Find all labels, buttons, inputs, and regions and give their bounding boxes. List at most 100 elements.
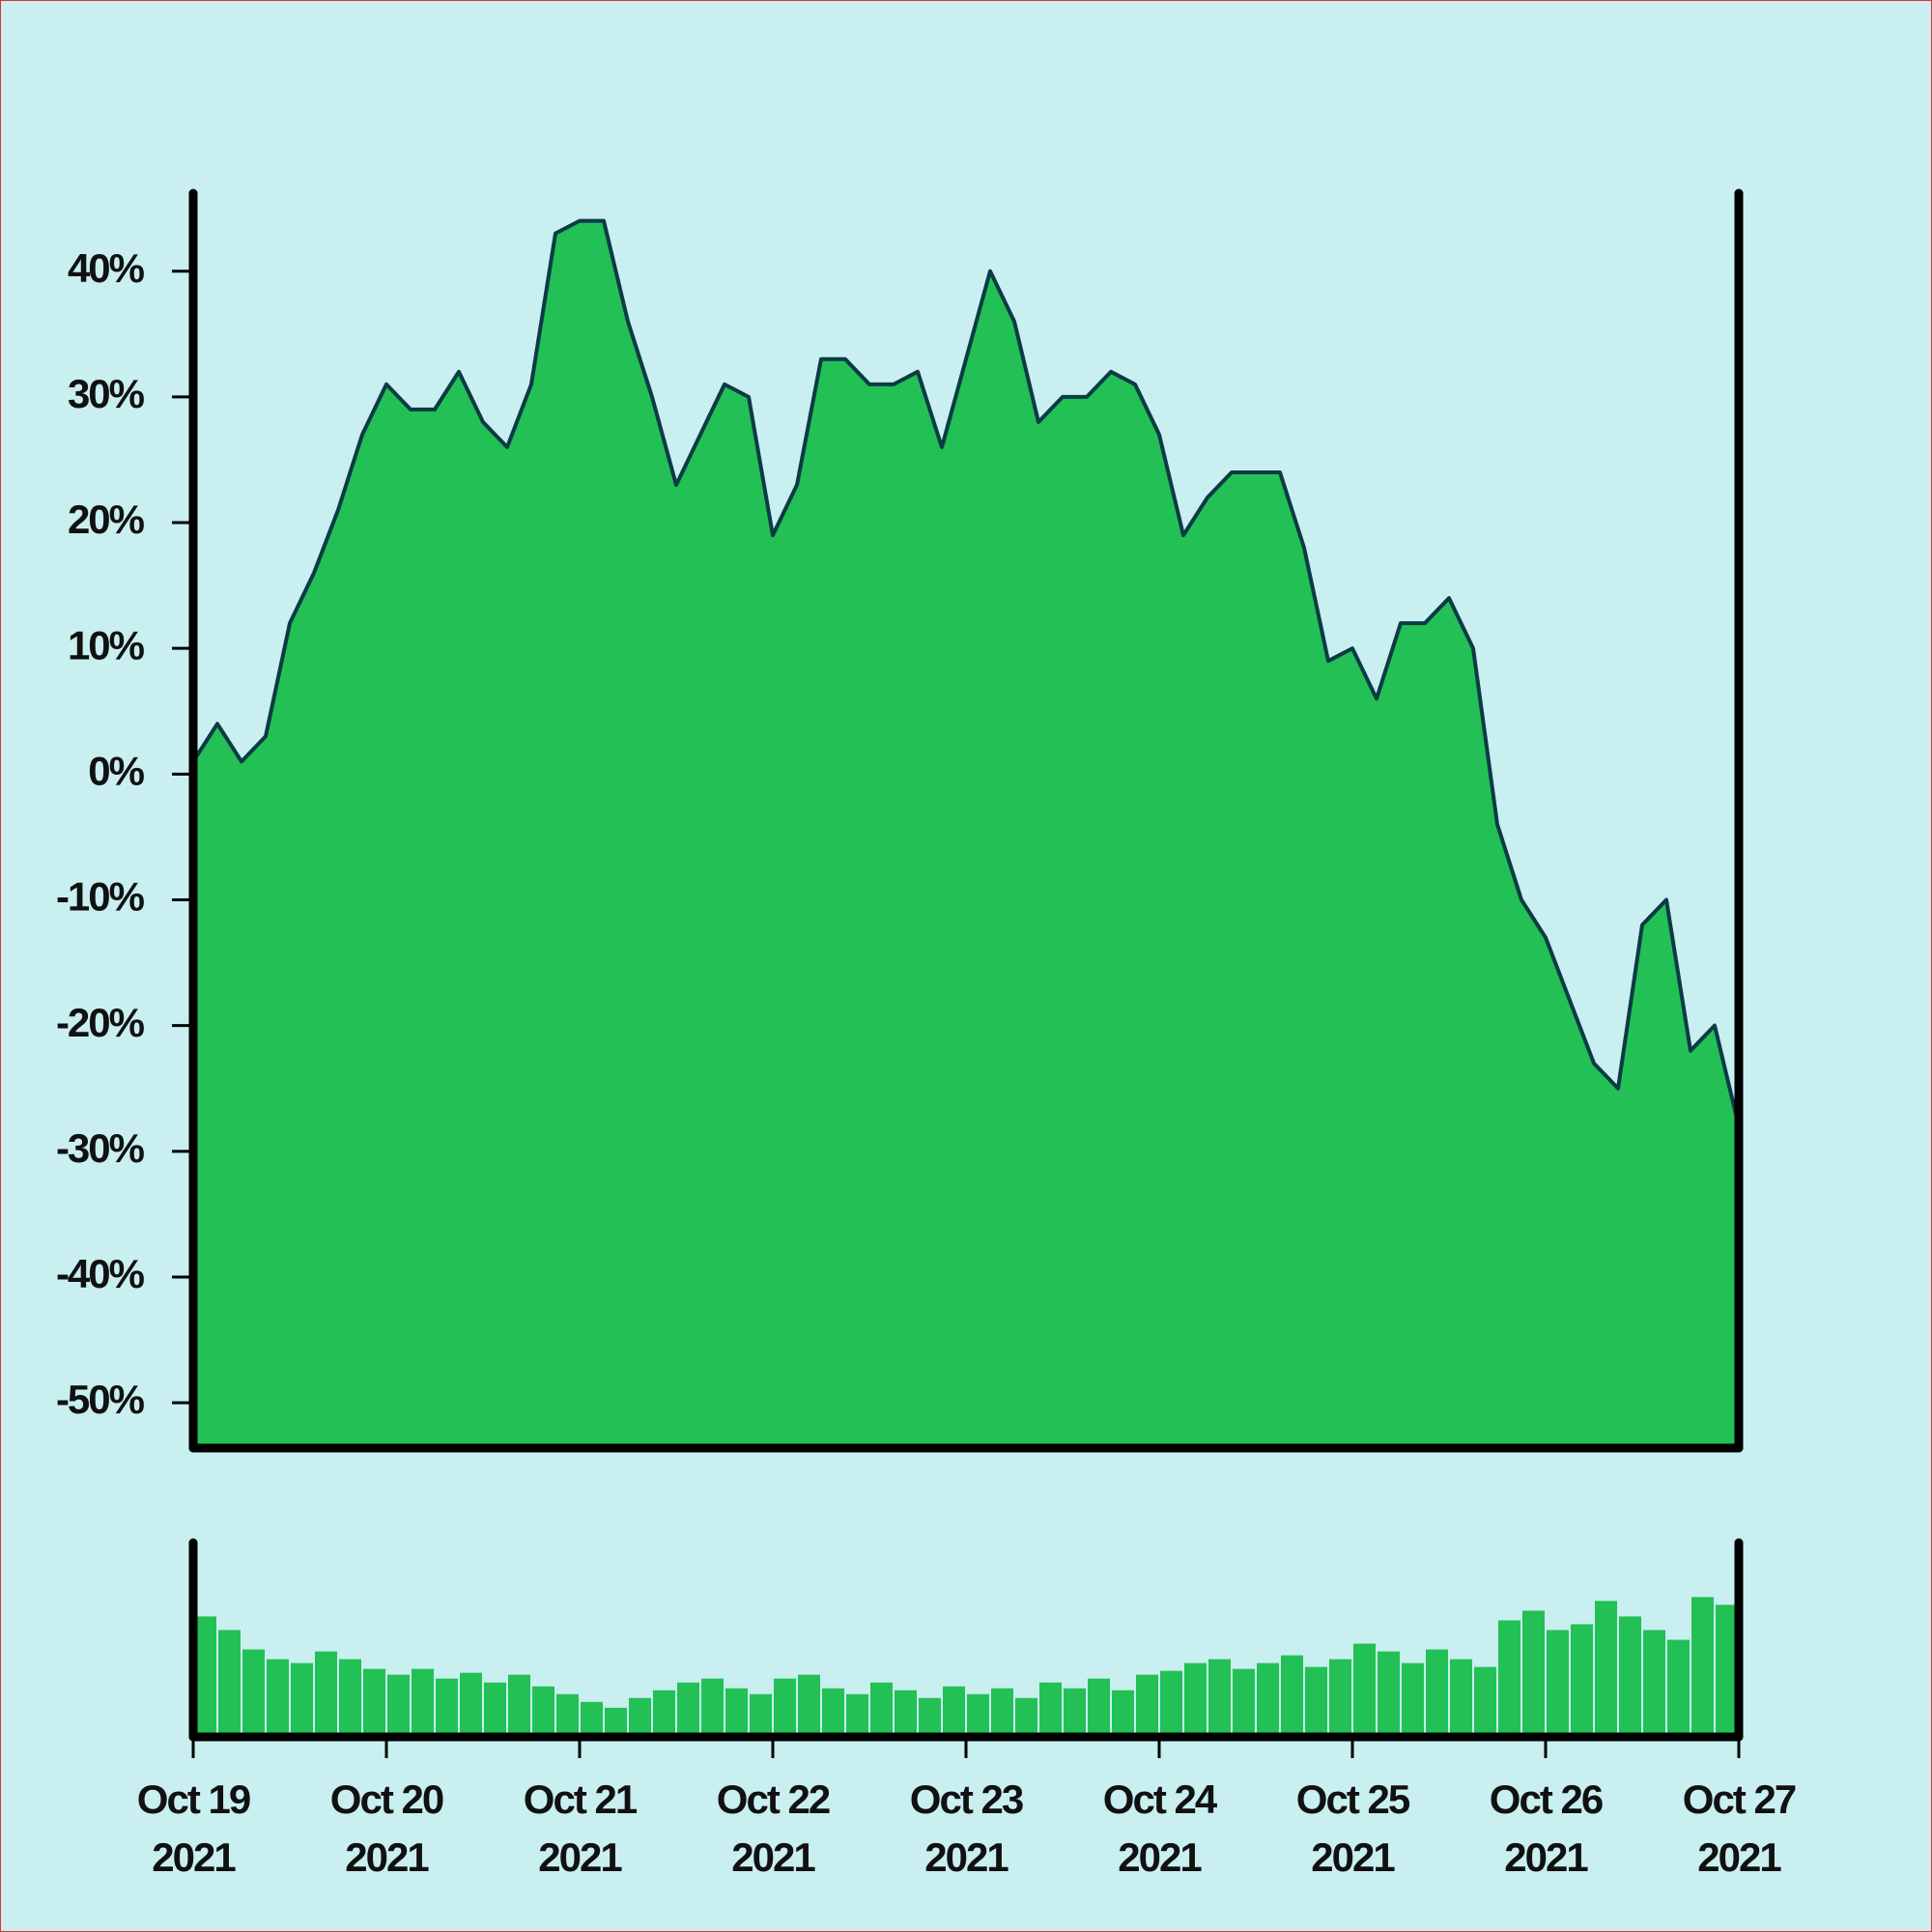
volume-bar [436,1678,458,1737]
volume-bar [846,1693,868,1737]
volume-bar [218,1630,241,1737]
volume-bar [1426,1649,1448,1737]
volume-bar [1547,1630,1569,1737]
x-tick-label-line: Oct 22 [717,1776,830,1822]
x-tick-label: Oct 21 2021 [524,1776,638,1880]
x-tick-label-line: Oct 20 [330,1776,443,1822]
x-tick-label: Oct 23 2021 [910,1776,1023,1880]
x-tick-label: Oct 27 2021 [1683,1776,1796,1880]
volume-bar [1305,1666,1327,1737]
x-tick-label-line: Oct 19 [137,1776,250,1822]
volume-bar [1571,1624,1593,1737]
x-tick-label-line: Oct 23 [910,1776,1023,1822]
volume-bar [1450,1659,1472,1737]
volume-bar [1088,1678,1110,1737]
x-tick-label: Oct 24 2021 [1103,1776,1218,1880]
y-tick-label: 40% [68,245,145,291]
x-tick-label-line: 2021 [538,1834,622,1880]
y-tick-label: -20% [56,1000,145,1045]
volume-bar [1595,1601,1617,1737]
volume-bar [1039,1682,1062,1737]
volume-bar [1643,1630,1665,1737]
volume-bar [363,1668,385,1737]
x-tick-label-line: 2021 [1118,1834,1202,1880]
y-tick-label: 30% [68,371,145,416]
y-tick-label: -30% [56,1125,145,1171]
volume-bar [1522,1610,1545,1737]
volume-bar [1136,1674,1158,1737]
volume-bar [991,1688,1013,1737]
x-tick-label-line: 2021 [152,1834,236,1880]
x-tick-label-line: Oct 27 [1683,1776,1796,1822]
x-tick-label-line: Oct 21 [524,1776,638,1822]
y-tick-label: -40% [56,1251,145,1296]
x-tick-label: Oct 25 2021 [1296,1776,1410,1880]
volume-bar [774,1678,796,1737]
volume-bar [460,1672,482,1737]
x-tick-label-line: 2021 [1697,1834,1781,1880]
volume-bar [1716,1605,1738,1737]
volume-bar [556,1693,579,1737]
volume-bar [484,1682,506,1737]
x-tick-label: Oct 19 2021 [137,1776,250,1880]
y-tick-label: 20% [68,497,145,542]
volume-bar [1233,1668,1255,1737]
x-tick-label-line: 2021 [345,1834,429,1880]
x-tick-label: Oct 22 2021 [717,1776,830,1880]
volume-bar [387,1674,410,1737]
volume-bar [508,1674,530,1737]
y-tick-label: -50% [56,1377,145,1422]
volume-bar [339,1659,361,1737]
volume-bar [291,1662,313,1737]
x-tick-label-line: 2021 [1504,1834,1588,1880]
line [191,218,1741,1127]
volume-bar [967,1693,989,1737]
volume-bar [1329,1659,1351,1737]
x-tick-label: Oct 20 2021 [330,1776,443,1880]
volume-bar [1474,1666,1496,1737]
volume-bar [725,1688,748,1737]
x-tick-label-line: 2021 [1311,1834,1395,1880]
volume-bar [412,1668,434,1737]
x-tick-label-line: Oct 26 [1490,1776,1603,1822]
volume-bar [1064,1688,1086,1737]
volume-bar [1619,1616,1641,1737]
volume-bar [1281,1655,1303,1737]
x-tick-label-line: 2021 [731,1834,815,1880]
volume-bar [581,1701,603,1737]
volume-bar [750,1693,772,1737]
x-tick-label-line: Oct 24 [1103,1776,1218,1822]
volume-bar [605,1707,627,1737]
volume-bar [1112,1690,1134,1737]
volume-bar [1378,1651,1400,1737]
x-tick-label-line: Oct 25 [1296,1776,1410,1822]
volume-bar [1184,1662,1207,1737]
y-tick-label: 0% [88,748,144,793]
volume-bar [943,1686,965,1737]
y-tick-label: -10% [56,874,145,920]
volume-bar [194,1616,216,1737]
volume-bar [919,1697,941,1737]
volume-bar [895,1690,917,1737]
volume-bar [1402,1662,1424,1737]
volume-bar [1691,1597,1714,1737]
volume-bar [629,1697,651,1737]
volume-bar [267,1659,289,1737]
volume-bar [653,1690,675,1737]
x-tick-label: Oct 26 2021 [1490,1776,1603,1880]
volume-bar [870,1682,893,1737]
volume-bar [1498,1620,1520,1737]
volume-bar [701,1678,724,1737]
volume-bar [1160,1670,1182,1737]
volume-bar [532,1686,554,1737]
volume-bar [315,1651,337,1737]
volume-bar [1015,1697,1037,1737]
volume-bar [1667,1639,1690,1737]
volume-bar [1257,1662,1279,1737]
volume-bar [1353,1643,1376,1737]
volume-bar [1208,1659,1231,1737]
x-tick-label-line: 2021 [924,1834,1009,1880]
area [193,220,1739,1449]
